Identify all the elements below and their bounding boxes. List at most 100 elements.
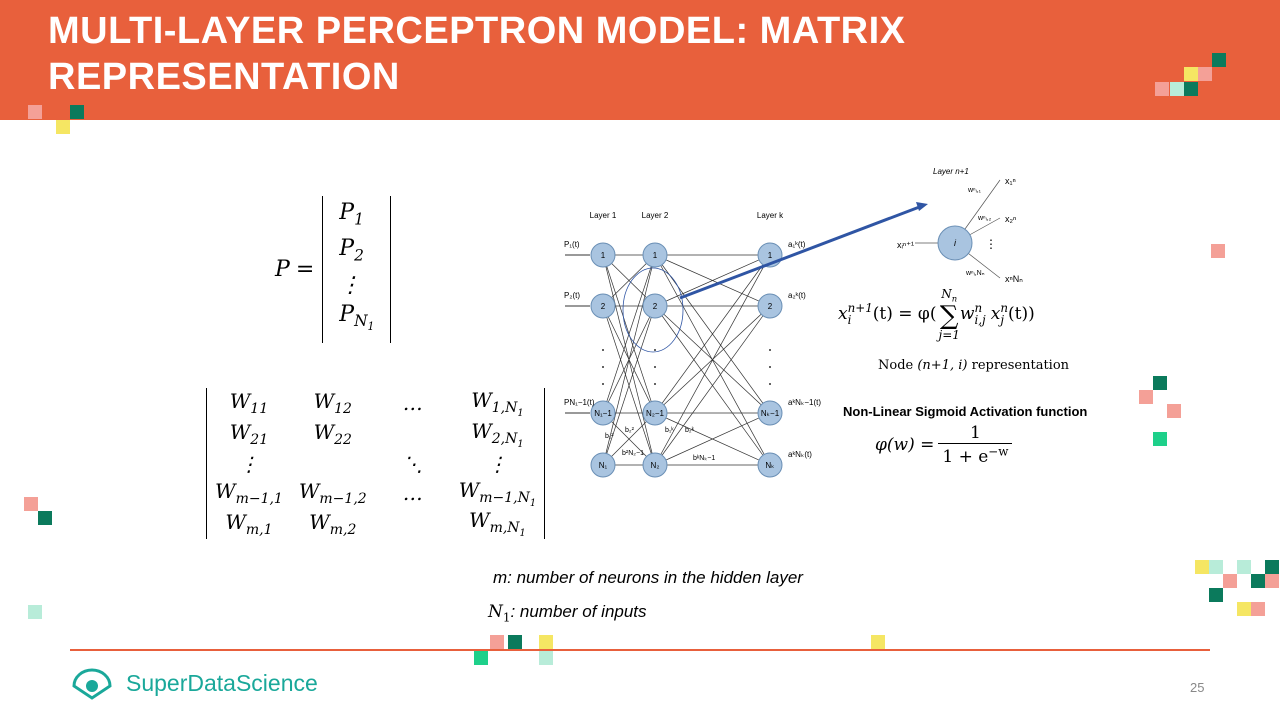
logo-icon [72,668,112,700]
w-cell [375,508,451,539]
math-base: P [339,236,355,262]
math-sub: m,2 [329,521,357,538]
w-cell: W1,N1 [451,388,545,419]
math-subsub: 1 [367,320,375,334]
note-text: : number of inputs [510,602,647,621]
math-sub: i [847,313,852,328]
bias-label: b₁² [605,433,614,440]
neuron-label: i [954,238,957,248]
sum-sign: ∑ [939,300,959,331]
formula-caption: Node (n+1, i) representation [878,358,1069,373]
page-number: 25 [1190,680,1205,695]
decor-square [1184,82,1198,96]
node [590,400,616,426]
edge [654,254,771,466]
edge [654,305,771,466]
input-label: P₁(t) [564,240,580,249]
math-base: W [229,389,251,414]
layer-label: Layer n+1 [933,167,969,176]
math-sub: j [1000,313,1005,328]
math-subsub: 1 [517,438,524,450]
math-subsub: 1 [517,407,524,419]
node-weight: wⁿᵢ,₁ [967,187,982,194]
math-term: W1,N1 [471,388,523,419]
decor-square [28,105,42,119]
w-cell [375,419,451,450]
w-cell: Wm,1 [207,508,291,539]
math-term: 1 + e−w [942,444,1008,467]
math-subsub: 1 [519,528,526,540]
w-row: ⋮ ⋱ ⋮ [207,450,545,478]
w-cell: W11 [207,388,291,419]
decor-square [1155,82,1169,96]
decor-square [474,651,488,665]
p-entry: P1 [339,198,374,234]
math-text: ⋮ [487,451,508,476]
math-base: P [339,200,355,225]
node-label: Nₖ−1 [761,409,780,418]
node-label: 2 [601,302,606,311]
sigmoid-formula: φ(w) = 1 1 + e−w [875,423,1013,467]
denominator: 1 + e−w [942,444,1008,467]
math-text: (t)) [1008,304,1035,325]
node [590,242,616,268]
footer-line [70,649,1210,651]
decor-square [1211,244,1225,258]
bias-label: b²N₂−1 [622,450,644,457]
math-text: ⋱ [402,451,423,476]
math-base: 1 + e [942,446,989,467]
node-input: x₂ⁿ [1005,214,1016,224]
w-cell: … [375,478,451,509]
node [642,242,668,268]
output-label: aᵏNₖ−1(t) [788,398,821,407]
w-cell: W2,N1 [451,419,545,450]
ellipsis-dot [769,383,771,385]
math-sub: 22 [334,432,352,449]
w-cell: W21 [207,419,291,450]
math-sub: 2,N1 [491,430,524,450]
math-text: ⋮ [339,272,362,298]
node-label: N₁−1 [594,409,612,418]
p-symbol: P [275,257,290,283]
math-sub: m−1,2 [319,490,367,507]
math-sub: 12 [334,401,352,418]
p-vector: P = P1 P2 ⋮ PN1 [275,196,392,344]
math-base: W [471,418,492,443]
output-label: aᵏNₖ(t) [788,450,812,459]
note-m: m: number of neurons in the hidden layer [493,568,803,587]
decor-square [1209,588,1223,602]
math-sup: n [974,300,983,315]
ellipsis-dot [602,366,604,368]
decor-square [1265,574,1279,588]
w-cell: … [375,388,451,419]
edge [602,254,656,414]
decor-square [1212,53,1226,67]
decor-square [1184,67,1198,81]
node-formula: x n+1 i (t) = φ(Nn ∑ j=1 w n i,j x n j (t)) [838,288,1035,341]
math-text: (t) = φ( [872,304,937,325]
caption-part: representation [967,358,1070,373]
math-term: w n i,j [960,302,986,327]
edge [602,305,656,466]
math-subsub: 1 [529,497,537,509]
math-sub: 1,N1 [491,400,524,419]
layer-label: Layer 1 [590,211,617,220]
vdots: ⋮ [985,237,997,251]
bias-label: b₂ᵏ [685,427,695,434]
p-entry: P2 [339,234,374,270]
decor-square [28,605,42,619]
node-label: N₂ [651,461,660,470]
w-row: Wm,1 Wm,2 Wm,N1 [207,508,545,539]
math-text: ⋮ [238,451,259,476]
layer-label: Layer k [757,211,784,220]
node-label: N₁ [599,461,608,470]
node-label: 1 [601,251,606,260]
node [642,293,668,319]
math-term: Nn [941,287,957,303]
math-sub: 2 [354,246,364,265]
note-term: N1 [488,602,510,624]
edge [602,254,656,466]
output-label: a₂ᵏ(t) [788,291,806,300]
edge [654,254,771,414]
